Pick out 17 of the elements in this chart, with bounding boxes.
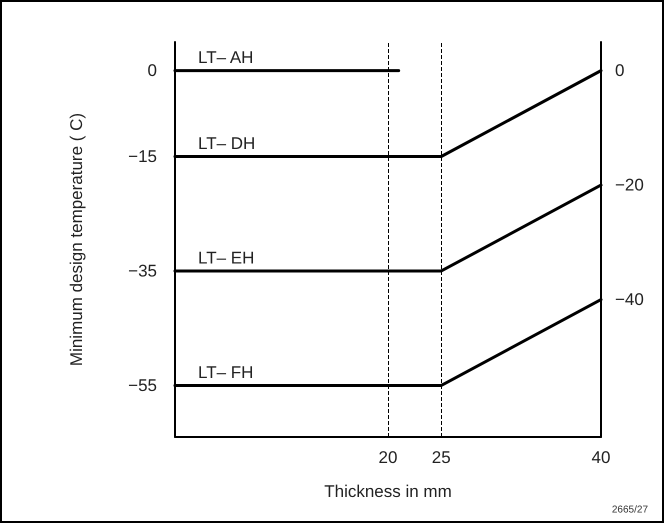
x-tick-label: 40 (592, 448, 610, 467)
series-label: LT– DH (198, 134, 256, 153)
series-label: LT– AH (198, 48, 254, 68)
y2-tick-label: −40 (615, 290, 644, 310)
series-label: LT– FH (198, 362, 254, 382)
y-tick-label: −35 (128, 261, 157, 280)
text: 2665/27 (612, 504, 648, 516)
x-tick-label: 20 (378, 448, 398, 467)
series-label: LT– EH (198, 248, 254, 268)
y-axis-title: Minimum design temperature ( C) (67, 112, 86, 366)
y-tick-label: 0 (148, 61, 157, 80)
y-tick-label: −55 (128, 376, 157, 395)
x-axis-title: Thickness in mm (324, 482, 452, 501)
y-tick-label: −15 (128, 146, 157, 166)
y2-tick-label: −20 (615, 176, 644, 195)
y2-tick-label: 0 (615, 61, 624, 80)
x-tick-label: 25 (432, 448, 451, 467)
